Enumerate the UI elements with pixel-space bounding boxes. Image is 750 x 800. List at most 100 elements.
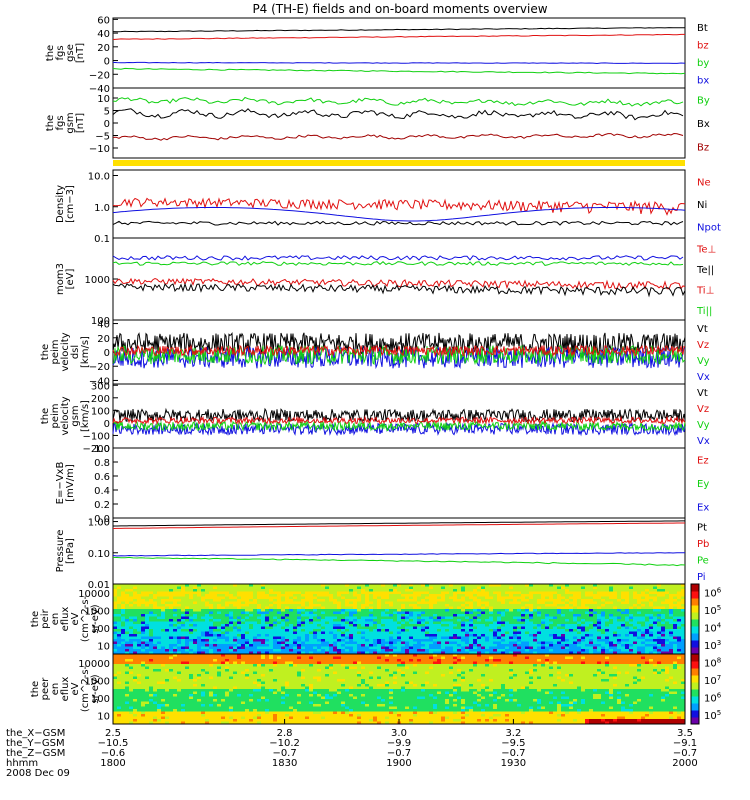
- legend-Ti||: Ti||: [696, 306, 712, 317]
- x-tick-label: 3.2: [505, 728, 521, 739]
- y-axis-label: (cm^2-s-: [80, 595, 91, 642]
- y-tick-label: 10.0: [88, 172, 110, 183]
- series-Ni: [112, 220, 684, 226]
- y-tick-label: 300: [91, 381, 110, 392]
- y-axis-label: [nT]: [75, 43, 86, 63]
- series-Npot: [112, 206, 686, 222]
- y-tick-label: −40: [89, 84, 110, 95]
- legend-Bz: Bz: [697, 142, 709, 153]
- series-by: [112, 67, 686, 75]
- y-tick-label: 0.2: [94, 500, 110, 511]
- y-tick-label: 10: [97, 94, 110, 105]
- y-tick-label: 0: [104, 419, 110, 430]
- x-tick-label: −9.1: [673, 738, 697, 749]
- y-axis-label: dsl: [70, 345, 81, 359]
- y-tick-label: 1.0: [94, 203, 110, 214]
- x-tick-label: −9.5: [501, 738, 525, 749]
- y-axis-label: eV: [70, 612, 81, 625]
- y-axis-label: the: [40, 344, 51, 360]
- x-tick-label: 1900: [386, 758, 411, 769]
- y-axis-label: the: [45, 115, 56, 131]
- y-tick-label: 0: [104, 348, 110, 359]
- panel-efield: [112, 447, 686, 519]
- x-tick-label: −0.6: [101, 748, 125, 759]
- y-axis-label: eflux: [60, 607, 71, 632]
- y-tick-label: 40: [97, 320, 110, 331]
- colorbar-tick-label: 106: [704, 691, 722, 704]
- y-axis-label: Density: [55, 185, 66, 223]
- y-tick-label: 100: [91, 316, 110, 327]
- y-tick-label: −100: [83, 431, 110, 442]
- series-Bx: [112, 108, 684, 121]
- y-tick-label: −10: [89, 144, 110, 155]
- x-axis-row-label: the_Y−GSM: [6, 738, 65, 749]
- series-Vt: [112, 331, 686, 356]
- colorbar-tick-label: 107: [704, 674, 721, 687]
- y-axis-label: velocity: [60, 396, 71, 435]
- y-tick-label: 5: [104, 107, 110, 118]
- y-tick-label: 200: [91, 394, 110, 405]
- series-Te-perp: [112, 277, 686, 291]
- x-tick-label: 3.5: [677, 728, 693, 739]
- y-tick-label: 0.4: [94, 486, 110, 497]
- y-tick-label: −20: [89, 362, 110, 373]
- colorbar-tick-label: 108: [704, 656, 721, 669]
- y-tick-label: 40: [97, 29, 110, 40]
- series-Pt: [113, 520, 685, 527]
- series-By: [112, 96, 684, 107]
- y-axis-label: peer: [40, 677, 51, 701]
- legend-Vt: Vt: [697, 388, 708, 399]
- series-Vz: [112, 343, 686, 358]
- colorbar-tick-label: 105: [704, 709, 721, 722]
- legend-Ne: Ne: [697, 177, 711, 188]
- legend-Vz: Vz: [697, 404, 709, 415]
- series-Ti-par: [112, 261, 684, 266]
- y-axis-label: [km/s]: [80, 400, 91, 432]
- x-tick-label: 1830: [272, 758, 297, 769]
- x-tick-label: 1930: [501, 758, 526, 769]
- y-tick-label: 0.8: [94, 458, 110, 469]
- series-Bz: [112, 132, 684, 141]
- y-axis-label: eflux: [60, 677, 71, 702]
- date-label: 2008 Dec 09: [6, 768, 70, 779]
- legend-bz: bz: [697, 40, 709, 51]
- series-bx: [112, 61, 686, 65]
- y-tick-label: 100: [91, 694, 110, 705]
- colorbar-tick-label: 103: [704, 639, 721, 652]
- y-axis-label: gsm: [70, 405, 81, 426]
- legend-Te⊥: Te⊥: [696, 244, 716, 255]
- colorbar-tick-label: 104: [704, 621, 722, 634]
- legend-by: by: [697, 58, 709, 69]
- x-axis-row-label: hhmm: [6, 758, 38, 769]
- series-Vy: [113, 419, 686, 433]
- panel-frame: [112, 447, 686, 519]
- y-axis-label: E=−VxB: [55, 462, 66, 505]
- legend-Ni: Ni: [697, 200, 707, 211]
- y-axis-label: eV: [70, 682, 81, 695]
- legend-Ey: Ey: [697, 479, 709, 490]
- y-axis-label: [cm−3]: [65, 185, 76, 223]
- y-tick-label: 0: [104, 119, 110, 130]
- y-tick-label: 1000: [85, 606, 110, 617]
- legend-By: By: [697, 96, 710, 107]
- legend-Vx: Vx: [697, 372, 710, 383]
- x-tick-label: −0.7: [673, 748, 697, 759]
- x-tick-label: 2000: [672, 758, 697, 769]
- y-axis-label: en: [50, 613, 61, 626]
- y-tick-label: 100: [91, 624, 110, 635]
- colorbar-tick-label: 106: [704, 586, 722, 599]
- y-axis-label: mom3: [55, 263, 66, 295]
- x-tick-label: −0.7: [387, 748, 411, 759]
- series-Pe: [112, 556, 686, 567]
- y-axis-label: [nPa]: [65, 538, 76, 564]
- y-tick-label: −40: [89, 376, 110, 387]
- legend-Ez: Ez: [697, 456, 709, 467]
- y-axis-label: the: [40, 408, 51, 424]
- legend-Npot: Npot: [697, 223, 721, 234]
- y-axis-label: the: [45, 45, 56, 61]
- y-axis-label: peim: [50, 339, 61, 364]
- y-axis-label: [eV]: [65, 269, 76, 290]
- y-axis-label: [nT]: [75, 113, 86, 133]
- series-Pb: [112, 522, 685, 529]
- y-tick-label: 10: [97, 711, 110, 722]
